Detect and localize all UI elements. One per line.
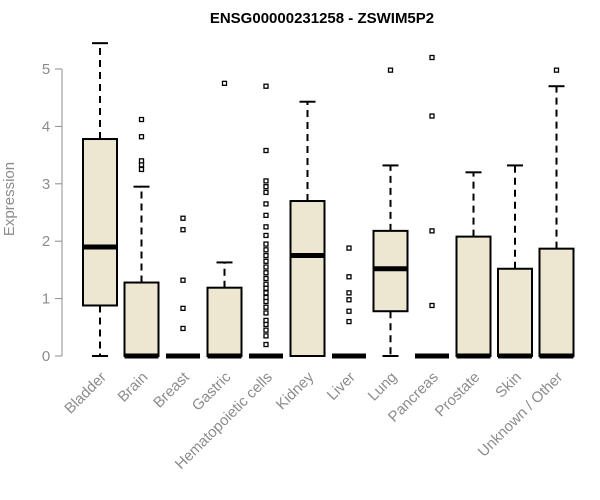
outlier-hematopoietic-cells-26: [263, 147, 269, 154]
outlier-hematopoietic-cells-6: [263, 304, 269, 310]
outlier-hematopoietic-cells-22: [263, 201, 269, 207]
outlier-hematopoietic-cells-13: [263, 270, 269, 276]
chart-title: ENSG00000231258 - ZSWIM5P2: [210, 10, 434, 27]
outlier-hematopoietic-cells-18: [263, 241, 269, 247]
outlier-brain-4: [138, 116, 145, 123]
outlier-brain-0: [138, 166, 145, 173]
outlier-brain-3: [138, 134, 145, 140]
box-pancreas: [415, 54, 449, 359]
x-tick-label-lung: Lung: [365, 369, 401, 405]
x-tick-label-breast: Breast: [150, 368, 193, 411]
outlier-pancreas-3: [429, 54, 435, 61]
y-tick-label-5: 5: [42, 61, 50, 78]
box-prostate: [455, 171, 492, 359]
outlier-hematopoietic-cells-14: [263, 264, 269, 270]
x-tick-label-prostate: Prostate: [432, 369, 484, 421]
outlier-hematopoietic-cells-25: [263, 178, 269, 184]
outlier-breast-1: [180, 305, 186, 312]
box-rect-skin: [497, 267, 533, 358]
outlier-lung-0: [387, 67, 394, 73]
box-rect-brain: [123, 281, 160, 358]
outlier-brain-2: [138, 158, 145, 164]
outlier-pancreas-2: [429, 113, 435, 119]
outlier-hematopoietic-cells-23: [263, 189, 269, 196]
outlier-hematopoietic-cells-16: [263, 252, 269, 259]
y-tick-label-2: 2: [42, 233, 50, 250]
outlier-hematopoietic-cells-11: [263, 281, 269, 287]
x-tick-label-kidney: Kidney: [273, 368, 318, 413]
outlier-hematopoietic-cells-24: [263, 184, 269, 190]
outlier-hematopoietic-cells-0: [263, 341, 269, 348]
outlier-unknown-other-0: [553, 67, 560, 73]
outlier-hematopoietic-cells-12: [263, 275, 269, 282]
box-skin: [497, 164, 533, 359]
x-tick-label-liver: Liver: [324, 369, 359, 404]
x-tick-label-bladder: Bladder: [61, 369, 110, 418]
outlier-hematopoietic-cells-15: [263, 258, 269, 264]
outlier-hematopoietic-cells-9: [263, 290, 269, 296]
outlier-hematopoietic-cells-1: [263, 333, 269, 339]
box-lung: [372, 67, 409, 357]
boxes-group: [82, 42, 575, 359]
y-tick-label-3: 3: [42, 176, 50, 193]
x-tick-label-skin: Skin: [492, 369, 525, 402]
outlier-liver-4: [346, 274, 352, 280]
outlier-hematopoietic-cells-27: [263, 83, 269, 89]
outlier-hematopoietic-cells-19: [263, 232, 269, 239]
outlier-liver-5: [346, 245, 352, 251]
x-tick-label-brain: Brain: [115, 369, 152, 406]
box-breast: [166, 215, 200, 359]
outlier-liver-1: [346, 308, 352, 314]
outlier-hematopoietic-cells-20: [263, 224, 269, 230]
outlier-hematopoietic-cells-21: [263, 212, 269, 219]
box-rect-unknown-other: [538, 247, 575, 357]
box-gastric: [206, 80, 243, 359]
y-tick-label-4: 4: [42, 118, 50, 135]
outlier-hematopoietic-cells-4: [263, 317, 269, 324]
box-rect-kidney: [289, 200, 326, 357]
outlier-gastric-0: [221, 80, 228, 86]
outlier-hematopoietic-cells-8: [263, 294, 269, 301]
outlier-breast-3: [180, 227, 186, 233]
box-unknown-other: [538, 67, 575, 359]
outlier-hematopoietic-cells-5: [263, 310, 269, 316]
y-tick-label-1: 1: [42, 291, 50, 308]
outlier-breast-0: [180, 325, 186, 332]
box-kidney: [289, 100, 326, 357]
outlier-pancreas-0: [429, 302, 435, 309]
box-brain: [123, 116, 160, 359]
box-rect-bladder: [82, 138, 118, 307]
outlier-breast-2: [180, 277, 186, 283]
outlier-hematopoietic-cells-2: [263, 327, 269, 333]
y-axis: 0 1 2 3 4 5: [42, 61, 63, 365]
outlier-liver-0: [346, 318, 352, 325]
outlier-hematopoietic-cells-17: [263, 247, 269, 253]
y-tick-label-0: 0: [42, 348, 50, 365]
box-rect-gastric: [206, 286, 243, 357]
outlier-liver-2: [346, 297, 352, 303]
box-rect-prostate: [455, 235, 492, 357]
y-axis-label: Expression: [1, 162, 18, 236]
outlier-pancreas-1: [429, 228, 435, 234]
box-liver: [332, 245, 366, 359]
box-hematopoietic-cells: [249, 83, 283, 359]
outlier-liver-3: [346, 290, 352, 296]
outlier-breast-4: [180, 215, 186, 221]
box-bladder: [82, 42, 118, 357]
